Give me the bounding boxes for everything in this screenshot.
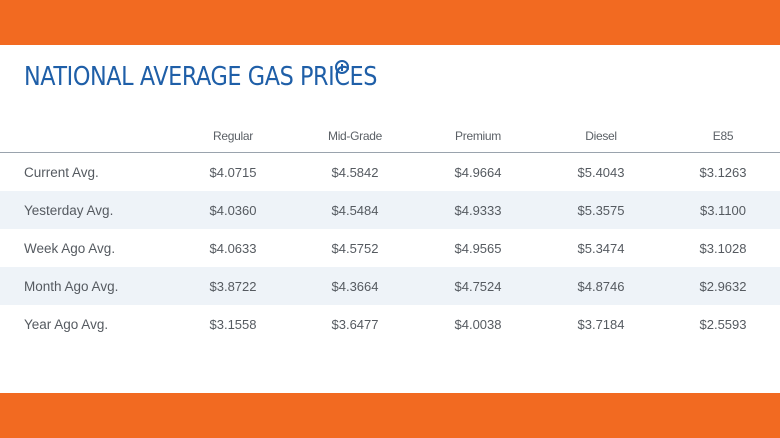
price-cell: $4.3664: [331, 278, 379, 294]
price-cell: $4.5484: [331, 202, 379, 218]
table-header-row: Regular Mid-Grade Premium Diesel E85: [0, 120, 780, 153]
price-cell: $4.9664: [454, 164, 502, 180]
price-cell: $3.1263: [699, 164, 747, 180]
price-cell: $2.5593: [699, 316, 747, 332]
price-cell: $4.9565: [454, 240, 502, 256]
price-cell: $4.8746: [577, 278, 625, 294]
bottom-accent-bar: [0, 393, 780, 438]
page-title: NATIONAL AVERAGE GAS PRICES: [24, 62, 377, 92]
info-circle-icon[interactable]: [335, 60, 349, 74]
price-cell: $4.0715: [209, 164, 257, 180]
price-cell: $5.3474: [577, 240, 625, 256]
row-label: Month Ago Avg.: [24, 278, 119, 294]
price-cell: $4.7524: [454, 278, 502, 294]
row-label: Yesterday Avg.: [24, 202, 114, 218]
price-cell: $3.1100: [699, 202, 747, 218]
price-cell: $4.0633: [209, 240, 257, 256]
price-cell: $3.8722: [209, 278, 257, 294]
table-row: Week Ago Avg. $4.0633 $4.5752 $4.9565 $5…: [0, 229, 780, 267]
row-label: Week Ago Avg.: [24, 240, 116, 256]
price-cell: $3.7184: [577, 316, 625, 332]
column-header-mid-grade: Mid-Grade: [328, 129, 382, 143]
price-cell: $4.0038: [454, 316, 502, 332]
gas-prices-table: Regular Mid-Grade Premium Diesel E85 Cur…: [0, 120, 780, 343]
table-row: Current Avg. $4.0715 $4.5842 $4.9664 $5.…: [0, 153, 780, 191]
column-header-diesel: Diesel: [585, 129, 617, 143]
price-cell: $5.3575: [577, 202, 625, 218]
column-header-regular: Regular: [213, 129, 253, 143]
row-label: Current Avg.: [24, 164, 99, 180]
title-block: NATIONAL AVERAGE GAS PRICES: [24, 58, 434, 96]
info-icon-dot: [341, 64, 343, 66]
price-cell: $2.9632: [699, 278, 747, 294]
info-icon-stem: [341, 67, 343, 71]
column-header-premium: Premium: [455, 129, 501, 143]
table-row: Month Ago Avg. $3.8722 $4.3664 $4.7524 $…: [0, 267, 780, 305]
price-cell: $4.9333: [454, 202, 502, 218]
table-row: Year Ago Avg. $3.1558 $3.6477 $4.0038 $3…: [0, 305, 780, 343]
price-cell: $3.1028: [699, 240, 747, 256]
row-label: Year Ago Avg.: [24, 316, 109, 332]
top-accent-bar: [0, 0, 780, 45]
price-cell: $5.4043: [577, 164, 625, 180]
price-cell: $4.0360: [209, 202, 257, 218]
table-row: Yesterday Avg. $4.0360 $4.5484 $4.9333 $…: [0, 191, 780, 229]
price-cell: $4.5842: [331, 164, 379, 180]
price-cell: $4.5752: [331, 240, 379, 256]
price-cell: $3.1558: [209, 316, 257, 332]
column-header-e85: E85: [712, 129, 734, 143]
price-cell: $3.6477: [331, 316, 379, 332]
